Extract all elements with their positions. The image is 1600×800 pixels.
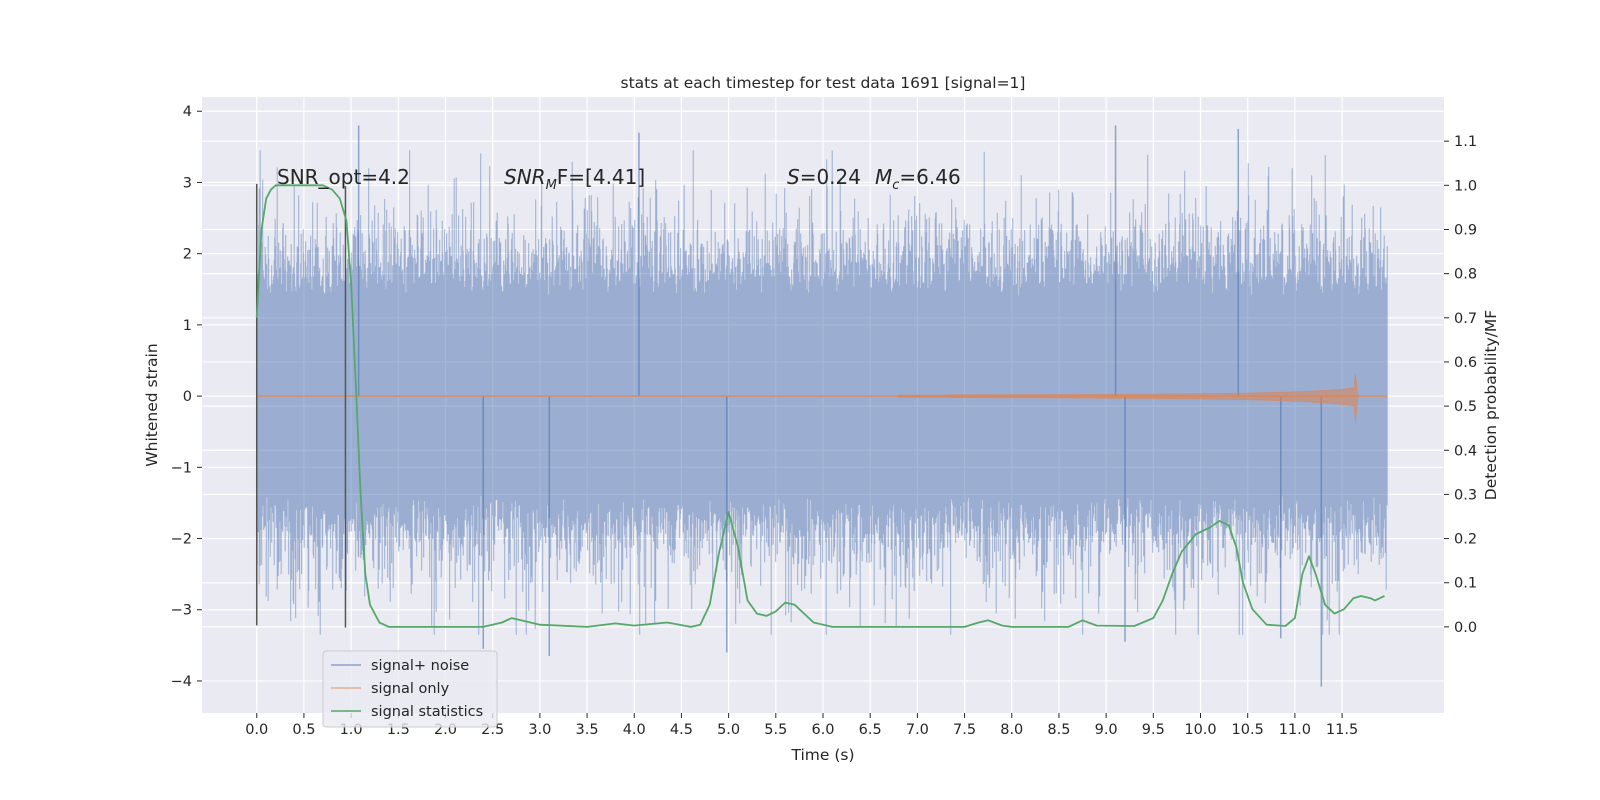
y-right-tick-label: 0.3 [1454, 487, 1477, 503]
y-right-tick-label: 0.6 [1454, 355, 1477, 371]
legend-label-signal-only: signal only [371, 681, 450, 697]
axis-ticks: 0.0 0.5 1.0 1.5 2.0 2.5 3.0 3.5 4.0 4.5 5.0 5.5 6.0 6… [171, 104, 1477, 738]
legend-box [322, 650, 498, 728]
y-left-tick-label: 4 [183, 104, 192, 120]
y-right-tick-label: 0.4 [1454, 443, 1477, 459]
y-axis-right-label: Detection probability/MF [1482, 310, 1500, 501]
y-right-tick-label: 1.1 [1454, 134, 1477, 150]
y-axis-left-label: Whitened strain [143, 343, 161, 466]
y-left-tick-label: −2 [171, 532, 192, 548]
annotation-snr-mf: SNRMF=[4.41] [504, 165, 645, 193]
annotation-snr-opt: SNR_opt=4.2 [277, 165, 410, 189]
s-symbol: S [787, 165, 800, 189]
x-tick-label: 11.0 [1279, 722, 1311, 738]
y-right-tick-label: 0.9 [1454, 222, 1477, 238]
x-tick-label: 3.0 [528, 722, 551, 738]
y-left-tick-label: 3 [183, 175, 192, 191]
x-tick-label: 8.5 [1047, 722, 1070, 738]
x-tick-label: 5.5 [764, 722, 787, 738]
y-right-tick-label: 0.1 [1454, 576, 1477, 592]
y-left-tick-label: 0 [183, 389, 192, 405]
legend-label-signal-statistics: signal statistics [371, 704, 483, 720]
y-right-tick-label: 1.0 [1454, 178, 1477, 194]
y-right-tick-label: 0.7 [1454, 311, 1477, 327]
x-tick-label: 11.5 [1326, 722, 1358, 738]
annotation-s-mc: S=0.24 Mc=6.46 [787, 165, 961, 193]
x-tick-label: 5.0 [717, 722, 740, 738]
snr-mf-main: SNR [504, 165, 546, 189]
x-tick-label: 10.0 [1184, 722, 1216, 738]
x-axis-label: Time (s) [790, 746, 854, 764]
x-tick-label: 7.5 [953, 722, 976, 738]
s-value: =0.24 [800, 165, 861, 189]
x-tick-label: 4.5 [670, 722, 693, 738]
y-left-tick-label: 2 [183, 247, 192, 263]
legend-label-signal-noise: signal+ noise [371, 658, 469, 674]
chart-title: stats at each timestep for test data 169… [621, 74, 1026, 92]
mc-subscript: c [892, 178, 899, 193]
x-tick-label: 7.0 [906, 722, 929, 738]
x-tick-label: 0.5 [292, 722, 315, 738]
x-tick-label: 9.5 [1142, 722, 1165, 738]
x-tick-label: 4.0 [623, 722, 646, 738]
series-signal-statistics [255, 184, 1385, 628]
y-left-tick-label: −4 [171, 674, 192, 690]
marker-lines [255, 183, 347, 628]
x-tick-label: 6.0 [811, 722, 834, 738]
snr-mf-rest: F=[4.41] [557, 165, 645, 189]
legend: signal+ noise signal only signal statist… [322, 650, 498, 728]
y-left-tick-label: 1 [183, 318, 192, 334]
x-tick-label: 3.5 [576, 722, 599, 738]
x-tick-label: 0.0 [245, 722, 268, 738]
signal-statistics-line [255, 184, 1385, 628]
x-tick-label: 8.0 [1000, 722, 1023, 738]
y-right-tick-label: 0.5 [1454, 399, 1477, 415]
series-signal-only [256, 373, 1388, 424]
y-right-tick-label: 0.0 [1454, 620, 1477, 636]
y-right-tick-label: 0.2 [1454, 532, 1477, 548]
y-left-tick-label: −3 [171, 603, 192, 619]
y-right-tick-label: 0.8 [1454, 267, 1477, 283]
x-tick-label: 9.0 [1095, 722, 1118, 738]
y-left-tick-label: −1 [171, 460, 192, 476]
signal-only-chirp [898, 373, 1359, 424]
x-tick-label: 6.5 [859, 722, 882, 738]
mc-symbol: M [875, 165, 892, 189]
mc-value: =6.46 [899, 165, 960, 189]
snr-mf-subscript: M [546, 178, 557, 193]
x-tick-label: 10.5 [1232, 722, 1264, 738]
